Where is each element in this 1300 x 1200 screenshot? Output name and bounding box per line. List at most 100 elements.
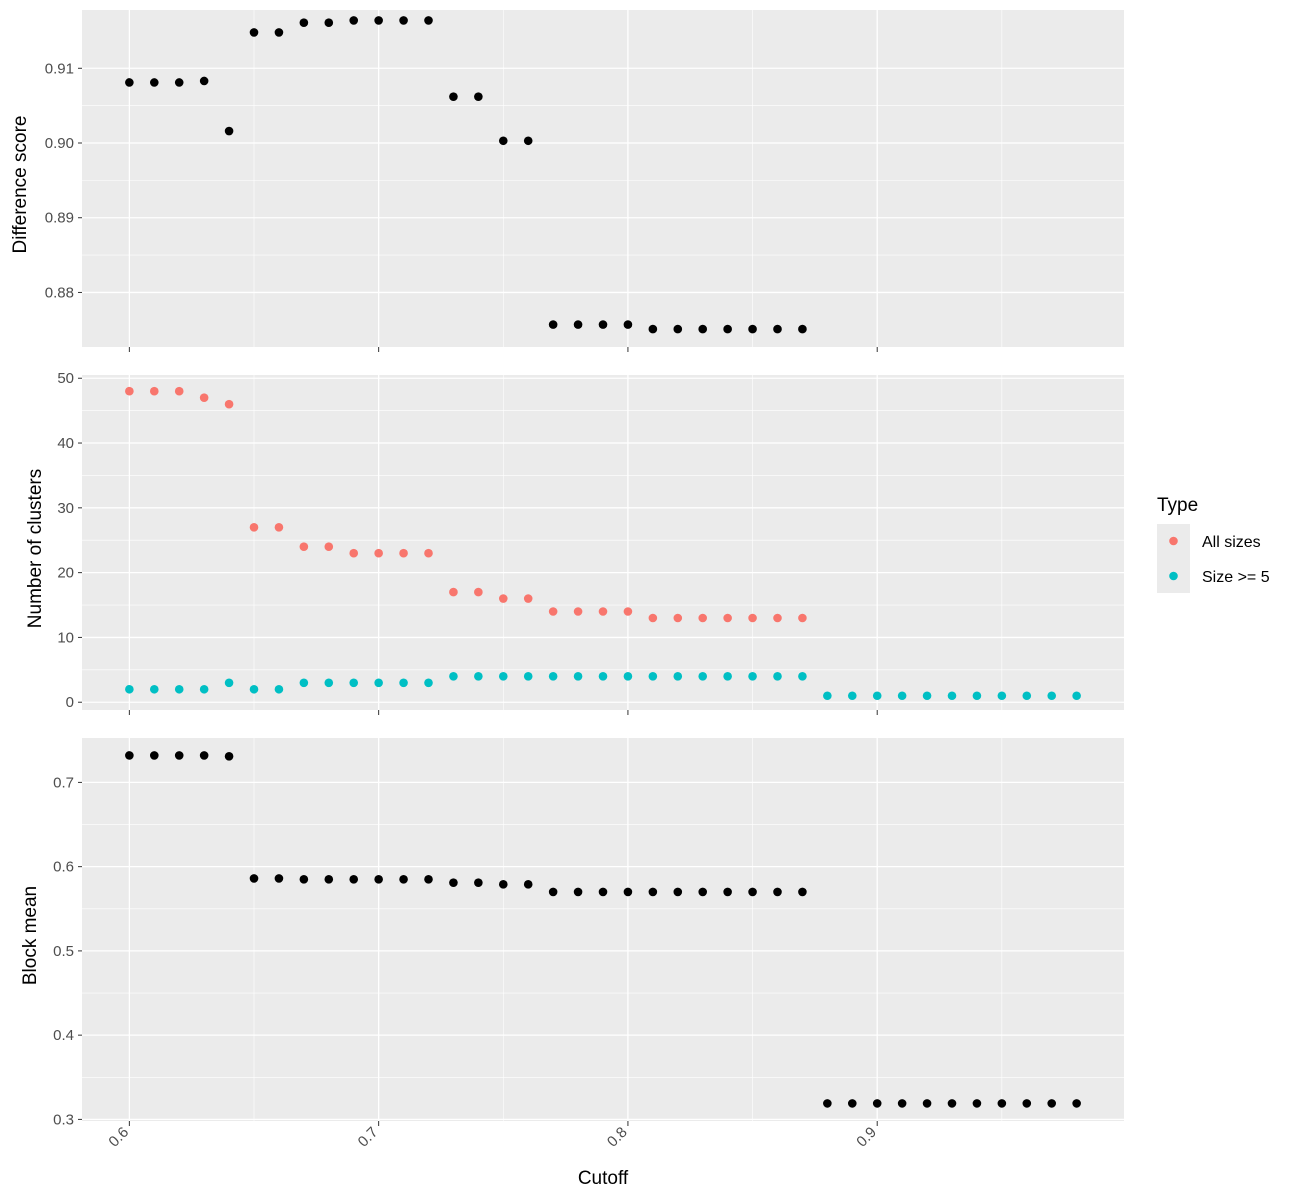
data-point — [798, 672, 807, 681]
data-point — [199, 76, 209, 86]
data-point — [224, 126, 234, 136]
data-point — [474, 878, 483, 887]
data-point — [823, 691, 832, 701]
data-point — [922, 1099, 932, 1108]
data-point — [523, 672, 533, 681]
legend-label-all-sizes: All sizes — [1202, 534, 1261, 551]
data-point — [523, 880, 533, 889]
data-point — [149, 78, 159, 87]
data-point — [424, 874, 433, 884]
data-point — [798, 613, 807, 623]
data-point — [773, 324, 782, 334]
data-point — [748, 887, 757, 897]
series-size-5 — [125, 672, 1081, 701]
data-point — [349, 548, 359, 558]
data-point — [274, 874, 284, 883]
data-point — [374, 678, 383, 688]
y-tick-label: 0 — [66, 694, 74, 711]
data-point — [199, 393, 209, 402]
data-point — [1022, 691, 1032, 701]
data-point — [299, 18, 309, 28]
data-point — [773, 613, 782, 623]
data-point — [748, 672, 757, 681]
data-point — [125, 386, 134, 396]
data-point — [798, 887, 807, 897]
data-point — [274, 684, 284, 694]
data-point — [598, 672, 608, 681]
y-tick-label: 20 — [57, 565, 74, 582]
data-point — [498, 594, 508, 603]
data-point — [623, 607, 633, 616]
y-tick-label: 0.91 — [45, 60, 74, 77]
data-point — [698, 324, 708, 334]
data-point — [548, 607, 558, 616]
data-point — [723, 613, 732, 623]
panel-background — [82, 375, 1124, 710]
data-point — [648, 887, 658, 897]
legend-title: Type — [1157, 495, 1198, 516]
data-point — [573, 672, 583, 681]
data-point — [474, 92, 483, 101]
data-point — [947, 1099, 957, 1108]
data-point — [573, 887, 583, 897]
data-point — [798, 324, 807, 334]
data-point — [698, 613, 708, 623]
data-point — [573, 320, 583, 329]
y-tick-label: 50 — [57, 370, 74, 387]
data-point — [374, 16, 383, 25]
data-point — [249, 28, 259, 37]
data-point — [748, 324, 757, 334]
data-point — [399, 548, 408, 558]
data-point — [274, 28, 284, 37]
legend: Type All sizes Size >= 5 — [1157, 495, 1270, 593]
data-point — [1072, 1099, 1081, 1108]
data-point — [374, 548, 383, 558]
data-point — [498, 880, 508, 889]
series-all-sizes — [125, 386, 807, 623]
data-point — [573, 607, 583, 616]
data-point — [349, 874, 359, 884]
data-point — [324, 18, 334, 28]
data-point — [698, 887, 708, 897]
y-axis-title-number-of-clusters: Number of clusters — [25, 469, 46, 628]
y-axis-title-difference-score: Difference score — [10, 116, 31, 254]
data-point — [897, 691, 907, 701]
data-point — [449, 587, 458, 597]
data-point — [972, 691, 982, 701]
data-point — [399, 678, 408, 688]
data-point — [1047, 691, 1057, 701]
data-point — [349, 678, 359, 688]
legend-key-background — [1157, 524, 1190, 593]
y-tick-label: 30 — [57, 500, 74, 517]
data-point — [149, 751, 159, 760]
series-0 — [125, 16, 807, 334]
panel-block-mean: 0.3 0.4 0.5 0.6 0.7 — [53, 738, 1124, 1128]
y-tick-label: 0.90 — [45, 135, 74, 152]
data-point — [698, 672, 708, 681]
data-point — [623, 672, 633, 681]
data-point — [847, 691, 857, 701]
data-point — [399, 874, 408, 884]
data-point — [125, 78, 134, 87]
data-point — [823, 1099, 832, 1108]
data-point — [174, 386, 184, 396]
data-point — [424, 16, 433, 25]
y-tick-label: 0.3 — [53, 1111, 74, 1128]
data-point — [723, 324, 732, 334]
data-point — [548, 672, 558, 681]
data-point — [149, 386, 159, 396]
data-point — [598, 320, 608, 329]
data-point — [174, 684, 184, 694]
data-point — [648, 324, 658, 334]
y-tick-label: 0.7 — [53, 774, 74, 791]
data-point — [324, 678, 334, 688]
panel-number-of-clusters: 0 10 20 30 40 50 — [57, 370, 1124, 715]
data-point — [947, 691, 957, 701]
data-point — [424, 548, 433, 558]
y-tick-label: 0.89 — [45, 210, 74, 227]
panel-background — [82, 10, 1124, 347]
data-point — [723, 672, 732, 681]
data-point — [149, 684, 159, 694]
data-point — [474, 587, 483, 597]
data-point — [224, 399, 234, 409]
